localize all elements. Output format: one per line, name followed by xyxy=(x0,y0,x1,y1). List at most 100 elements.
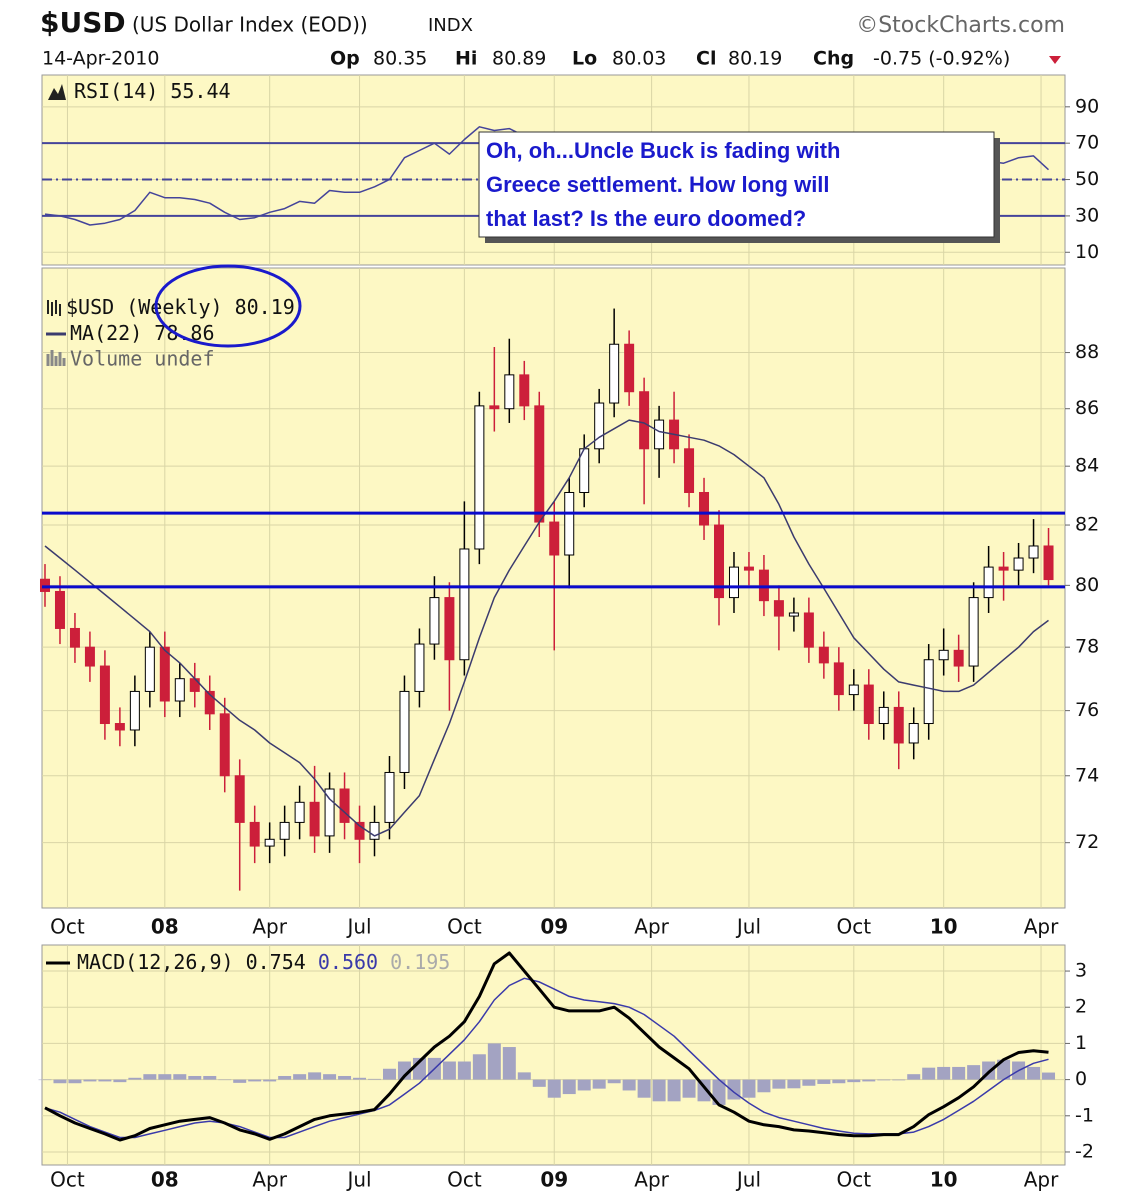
candle-body xyxy=(609,343,620,404)
candle-body xyxy=(684,448,695,493)
histogram-bar xyxy=(83,1079,97,1082)
candle-body xyxy=(893,706,904,744)
candle-body xyxy=(908,723,919,744)
quote-label: Cl xyxy=(696,48,716,70)
y-tick-label: 74 xyxy=(1075,764,1099,786)
x-tick-label: Apr xyxy=(1024,915,1059,939)
x-tick-label: 10 xyxy=(930,915,958,939)
candle-body xyxy=(968,597,979,667)
x-tick-label: Oct xyxy=(50,1168,85,1192)
x-tick-label: 09 xyxy=(540,915,568,939)
y-tick-label: 78 xyxy=(1075,636,1099,658)
candle-body xyxy=(444,597,455,661)
histogram-bar xyxy=(727,1079,741,1100)
histogram-bar xyxy=(278,1075,292,1080)
quote-value: 80.35 xyxy=(373,48,427,70)
source: ©StockCharts.com xyxy=(856,13,1065,38)
candle-body xyxy=(534,405,545,523)
y-tick-label: 72 xyxy=(1075,831,1099,853)
candle-body xyxy=(953,649,964,667)
annotation-line: Greece settlement. How long will xyxy=(486,172,830,197)
candle-body xyxy=(54,590,65,629)
y-tick-label: 86 xyxy=(1075,397,1099,419)
description: (US Dollar Index (EOD)) xyxy=(132,13,368,37)
candle-body xyxy=(699,491,710,526)
x-tick-label: 10 xyxy=(930,1168,958,1192)
quote-value: 80.19 xyxy=(728,48,782,70)
histogram-bar xyxy=(772,1079,786,1089)
candle-body xyxy=(639,391,650,450)
last-value: 80.19 xyxy=(235,295,295,319)
candle-body xyxy=(384,771,395,823)
candle-body xyxy=(788,612,799,617)
candle-body xyxy=(923,659,934,725)
histogram-bar xyxy=(712,1079,726,1105)
candle-body xyxy=(189,678,200,692)
histogram-bar xyxy=(577,1079,591,1091)
highlight-ellipse xyxy=(154,264,302,348)
histogram-bar xyxy=(832,1079,846,1084)
histogram-bar xyxy=(68,1079,82,1084)
candle-body xyxy=(399,690,410,773)
symbol: $USD xyxy=(66,295,114,319)
candle-body xyxy=(773,600,784,617)
quote-label: Chg xyxy=(813,48,854,70)
period: (Weekly) xyxy=(126,295,222,319)
x-tick-label: Oct xyxy=(837,915,872,939)
histogram-bar xyxy=(397,1061,411,1080)
histogram-bar xyxy=(502,1047,516,1080)
x-tick-label: Jul xyxy=(735,1168,761,1192)
quote-label: Hi xyxy=(455,48,477,70)
candle-body xyxy=(489,405,500,410)
annotation-line: that last? Is the euro doomed? xyxy=(486,206,806,231)
candle-body xyxy=(803,612,814,648)
y-tick-label: 50 xyxy=(1075,168,1099,190)
marks xyxy=(38,126,1065,1142)
candle-body xyxy=(878,706,889,725)
histogram-bar xyxy=(532,1079,546,1087)
last-value: 55.44 xyxy=(170,79,230,103)
y-tick-label: 30 xyxy=(1075,204,1099,226)
y-tick-label: -1 xyxy=(1075,1104,1094,1126)
price-legend: $USD (Weekly) 80.19 xyxy=(66,295,295,319)
rsi-legend: RSI(14) 55.44 xyxy=(74,79,231,103)
x-tick-label: Oct xyxy=(50,915,85,939)
histogram-bar xyxy=(562,1079,576,1095)
candle-body xyxy=(863,684,874,725)
histogram-bar xyxy=(368,1078,382,1080)
histogram-bar xyxy=(667,1079,681,1102)
y-tick-label: 88 xyxy=(1075,341,1099,363)
candle-body xyxy=(144,646,155,692)
histogram-bar xyxy=(353,1077,367,1080)
y-tick-label: 90 xyxy=(1075,95,1099,117)
candle-body xyxy=(564,491,575,556)
x-tick-label: Apr xyxy=(634,1168,669,1192)
exchange: INDX xyxy=(428,15,473,36)
histogram-bar xyxy=(547,1079,561,1098)
quote-value: -0.75 (-0.92%) xyxy=(873,48,1010,70)
candle-body xyxy=(504,374,515,410)
histogram-bar xyxy=(937,1066,951,1080)
y-tick-label: 82 xyxy=(1075,514,1099,536)
candle-body xyxy=(594,402,605,450)
candle-body xyxy=(39,578,50,592)
candle-body xyxy=(414,643,425,692)
histogram-bar xyxy=(323,1074,337,1080)
candle-body xyxy=(983,566,994,599)
histogram-bar xyxy=(952,1066,966,1080)
y-tick-label: 0 xyxy=(1075,1068,1087,1090)
histogram-bar xyxy=(188,1075,202,1080)
last-value: 0.560 xyxy=(318,950,378,974)
quote-value: 80.89 xyxy=(492,48,546,70)
candle-body xyxy=(114,723,125,731)
x-tick-label: Jul xyxy=(345,915,371,939)
y-tick-label: 3 xyxy=(1075,960,1087,982)
candle-body xyxy=(818,646,829,664)
quote-value: 80.03 xyxy=(612,48,666,70)
y-tick-label: 10 xyxy=(1075,241,1099,263)
candle-body xyxy=(938,649,949,661)
candle-body xyxy=(159,646,170,702)
histogram-bar xyxy=(472,1054,486,1080)
